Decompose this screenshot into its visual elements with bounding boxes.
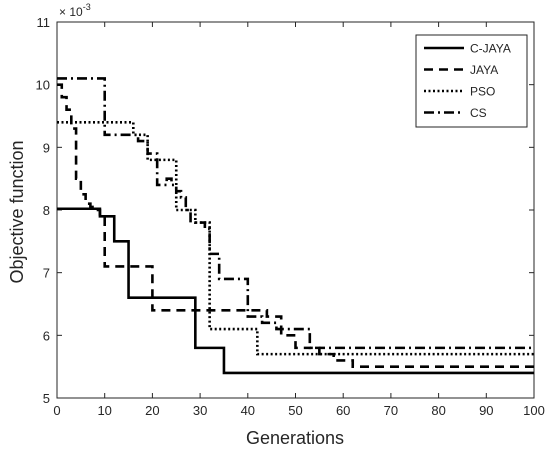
y-tick-label: 7 xyxy=(43,266,50,281)
y-tick-label: 11 xyxy=(37,15,51,30)
x-tick-label: 80 xyxy=(431,403,445,418)
y-axis-title: Objective function xyxy=(7,140,27,283)
x-tick-label: 0 xyxy=(53,403,60,418)
legend-box xyxy=(415,34,528,128)
y-tick-label: 5 xyxy=(43,391,50,406)
x-tick-label: 100 xyxy=(523,403,545,418)
series-line-pso xyxy=(57,120,534,356)
series-line-cs xyxy=(57,77,534,350)
x-tick-label: 90 xyxy=(479,403,493,418)
x-tick-label: 30 xyxy=(193,403,207,418)
legend: C-JAYA JAYA PSO CS xyxy=(415,34,528,128)
x-tick-label: 50 xyxy=(288,403,302,418)
y-axis-multiplier: × 10-3 xyxy=(59,2,91,19)
x-tick-label: 60 xyxy=(336,403,350,418)
x-tick-label: 40 xyxy=(241,403,255,418)
x-axis-title: Generations xyxy=(246,428,344,448)
y-tick-label: 6 xyxy=(43,328,50,343)
legend-label-cs: CS xyxy=(470,106,487,120)
y-multiplier-base: × 10 xyxy=(59,5,83,19)
y-axis-ticks: 5 6 7 8 9 10 11 xyxy=(36,15,534,406)
x-tick-label: 70 xyxy=(384,403,398,418)
x-tick-label: 20 xyxy=(145,403,159,418)
x-tick-label: 10 xyxy=(97,403,111,418)
legend-label-c-jaya: C-JAYA xyxy=(470,42,511,56)
x-axis-ticks: 0 10 20 30 40 50 60 70 80 90 100 xyxy=(53,22,545,418)
legend-label-pso: PSO xyxy=(470,85,495,99)
y-tick-label: 10 xyxy=(36,78,50,93)
y-tick-label: 9 xyxy=(43,140,50,155)
y-multiplier-exponent: -3 xyxy=(83,2,91,12)
series-layer xyxy=(57,77,534,375)
y-tick-label: 8 xyxy=(43,203,50,218)
legend-label-jaya: JAYA xyxy=(470,63,498,77)
